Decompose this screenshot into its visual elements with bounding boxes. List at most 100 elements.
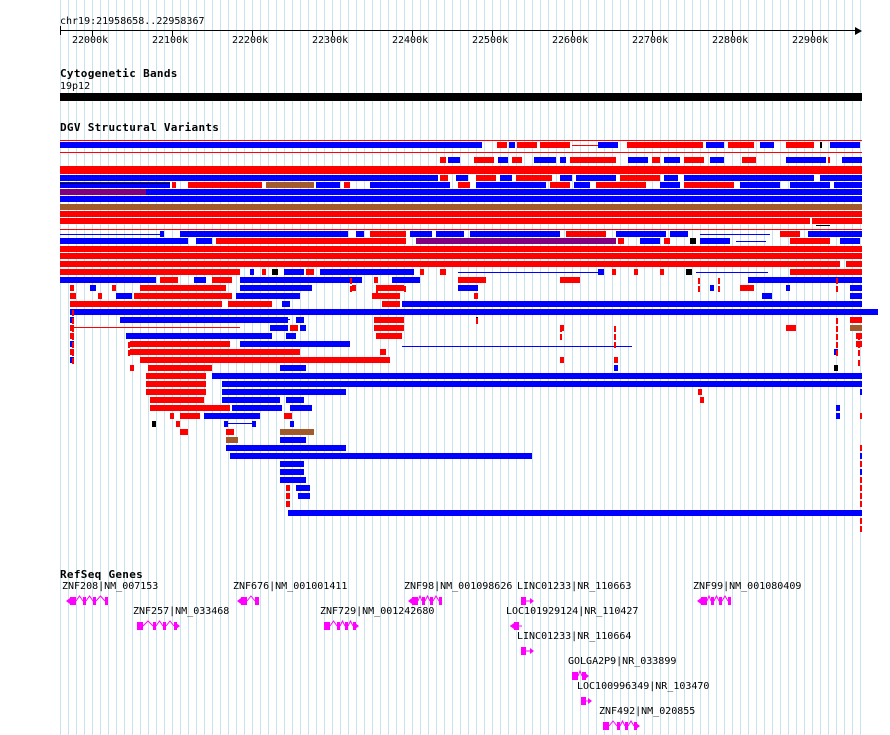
sv-feature[interactable] — [130, 341, 230, 347]
sv-feature[interactable] — [296, 485, 310, 491]
sv-feature[interactable] — [664, 238, 670, 244]
sv-feature[interactable] — [306, 269, 314, 275]
sv-feature[interactable] — [60, 196, 862, 202]
sv-feature[interactable] — [860, 453, 862, 459]
sv-feature[interactable] — [72, 334, 74, 340]
sv-feature[interactable] — [710, 157, 724, 163]
sv-feature[interactable] — [786, 285, 790, 291]
sv-feature[interactable] — [786, 157, 826, 163]
sv-feature[interactable] — [718, 286, 720, 292]
sv-feature[interactable] — [860, 389, 862, 395]
sv-feature[interactable] — [380, 349, 386, 355]
gene-label[interactable]: GOLGA2P9|NR_033899 — [568, 656, 677, 667]
sv-feature[interactable] — [130, 365, 134, 371]
sv-feature[interactable] — [60, 229, 862, 230]
sv-feature[interactable] — [376, 333, 402, 339]
sv-feature[interactable] — [146, 373, 206, 379]
sv-feature[interactable] — [790, 238, 830, 244]
sv-feature[interactable] — [72, 342, 74, 348]
sv-feature[interactable] — [836, 350, 838, 356]
sv-feature[interactable] — [60, 269, 240, 275]
sv-feature[interactable] — [760, 142, 774, 148]
gene-label[interactable]: ZNF98|NM_001098626 — [404, 581, 513, 592]
gene-label[interactable]: ZNF492|NM_020855 — [599, 706, 696, 717]
sv-feature[interactable] — [98, 293, 102, 299]
sv-feature[interactable] — [410, 231, 432, 237]
sv-feature[interactable] — [834, 182, 862, 188]
sv-feature[interactable] — [140, 285, 226, 291]
sv-feature[interactable] — [550, 182, 570, 188]
sv-feature[interactable] — [614, 365, 618, 371]
sv-feature[interactable] — [836, 342, 838, 348]
sv-feature[interactable] — [224, 421, 228, 427]
sv-feature[interactable] — [226, 429, 234, 435]
sv-feature[interactable] — [834, 365, 838, 371]
gene-model-icon[interactable] — [572, 670, 590, 682]
sv-feature[interactable] — [60, 142, 482, 148]
sv-feature[interactable] — [476, 318, 478, 324]
sv-feature[interactable] — [560, 325, 564, 331]
sv-feature[interactable] — [670, 231, 688, 237]
gene-model-icon[interactable] — [521, 645, 535, 657]
sv-feature[interactable] — [640, 238, 660, 244]
sv-feature[interactable] — [500, 175, 512, 181]
sv-feature[interactable] — [808, 231, 862, 237]
sv-feature[interactable] — [280, 461, 304, 467]
sv-feature[interactable] — [60, 234, 160, 235]
sv-feature[interactable] — [816, 225, 830, 226]
sv-feature[interactable] — [860, 461, 862, 467]
sv-feature[interactable] — [146, 381, 206, 387]
sv-feature[interactable] — [176, 421, 180, 427]
sv-feature[interactable] — [60, 204, 862, 210]
sv-feature[interactable] — [374, 277, 378, 283]
sv-feature[interactable] — [72, 358, 74, 364]
sv-feature[interactable] — [160, 277, 178, 283]
sv-feature[interactable] — [222, 389, 346, 395]
sv-feature[interactable] — [660, 182, 680, 188]
sv-feature[interactable] — [698, 389, 702, 395]
sv-feature[interactable] — [60, 218, 810, 224]
sv-feature[interactable] — [240, 341, 350, 347]
sv-feature[interactable] — [860, 526, 862, 532]
sv-feature[interactable] — [70, 327, 240, 328]
sv-feature[interactable] — [72, 326, 74, 332]
sv-feature[interactable] — [170, 413, 174, 419]
sv-feature[interactable] — [684, 182, 734, 188]
sv-feature[interactable] — [402, 301, 862, 307]
sv-feature[interactable] — [72, 350, 74, 356]
sv-feature[interactable] — [786, 325, 796, 331]
sv-feature[interactable] — [858, 342, 860, 348]
sv-feature[interactable] — [620, 175, 660, 181]
sv-feature[interactable] — [226, 445, 346, 451]
sv-feature[interactable] — [262, 269, 266, 275]
sv-feature[interactable] — [627, 142, 703, 148]
sv-feature[interactable] — [698, 278, 700, 284]
sv-feature[interactable] — [60, 183, 170, 184]
sv-feature[interactable] — [288, 510, 862, 516]
sv-feature[interactable] — [700, 234, 770, 235]
sv-feature[interactable] — [282, 301, 290, 307]
sv-feature[interactable] — [290, 421, 294, 427]
sv-feature[interactable] — [850, 285, 862, 291]
sv-feature[interactable] — [120, 319, 290, 320]
sv-feature[interactable] — [148, 365, 212, 371]
sv-feature[interactable] — [828, 157, 830, 163]
sv-feature[interactable] — [560, 157, 566, 163]
sv-feature[interactable] — [786, 142, 814, 148]
sv-feature[interactable] — [612, 269, 616, 275]
sv-feature[interactable] — [860, 413, 862, 419]
sv-feature[interactable] — [830, 142, 860, 148]
sv-feature[interactable] — [280, 429, 314, 435]
sv-feature[interactable] — [762, 293, 772, 299]
sv-feature[interactable] — [572, 145, 598, 146]
sv-feature[interactable] — [596, 182, 646, 188]
sv-feature[interactable] — [570, 157, 616, 163]
sv-feature[interactable] — [112, 285, 116, 291]
sv-feature[interactable] — [60, 238, 188, 244]
sv-feature[interactable] — [728, 142, 754, 148]
sv-feature[interactable] — [194, 277, 206, 283]
sv-feature[interactable] — [860, 477, 862, 483]
sv-feature[interactable] — [664, 175, 678, 181]
sv-feature[interactable] — [598, 269, 604, 275]
sv-feature[interactable] — [180, 231, 348, 237]
